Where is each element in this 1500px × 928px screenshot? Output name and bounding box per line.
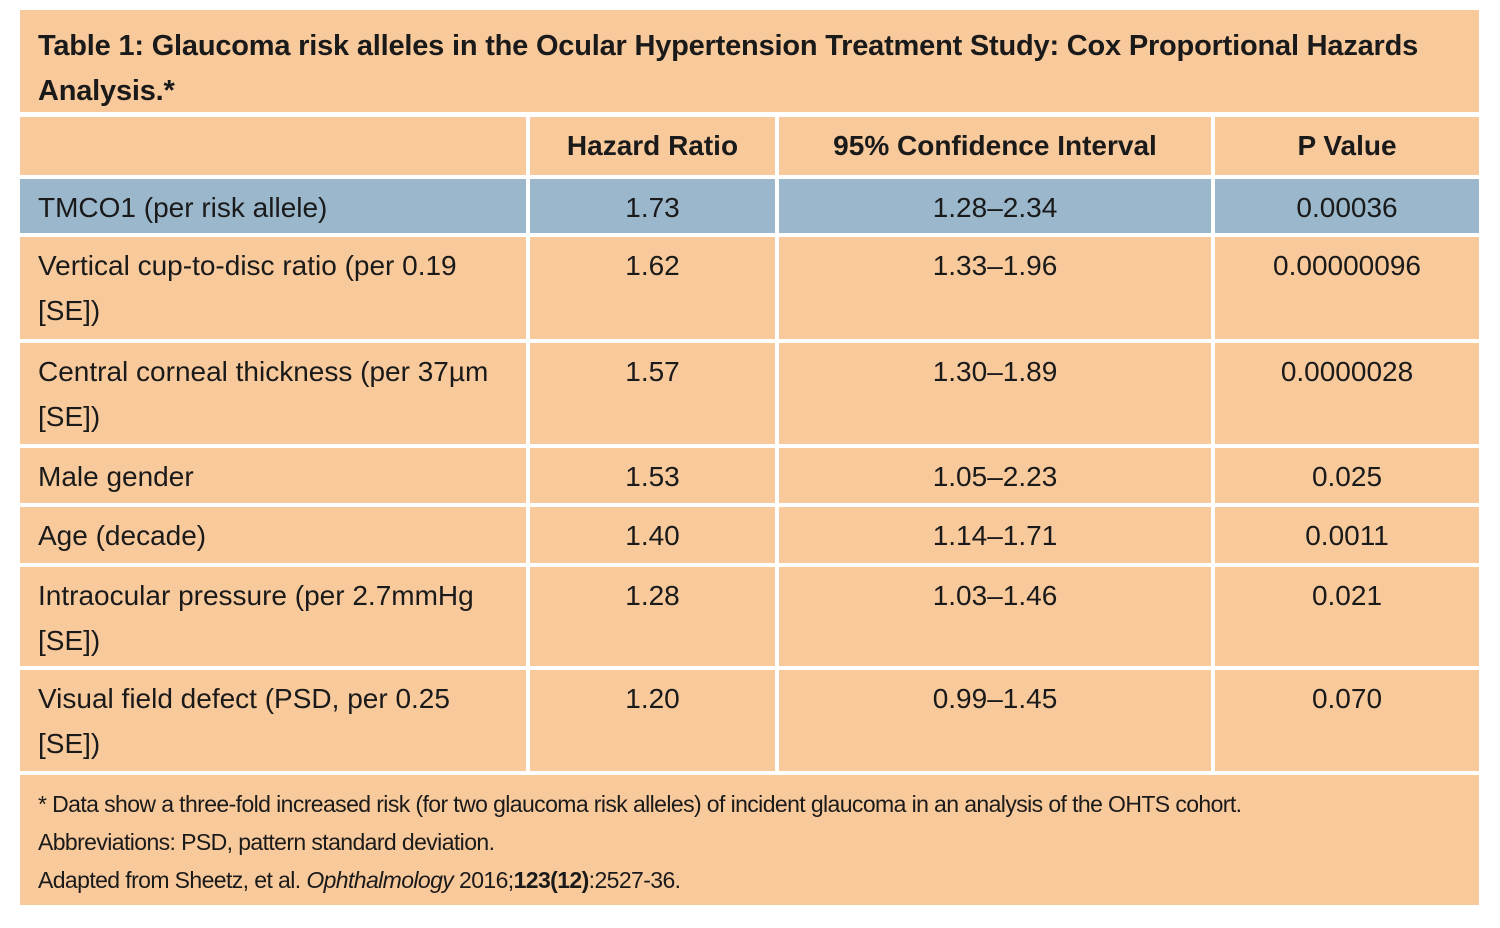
citation-year: 2016;: [453, 867, 514, 893]
citation-pages: :2527-36.: [588, 867, 681, 893]
p-value: 0.0000028: [1215, 343, 1479, 444]
confidence-interval: 1.28–2.34: [779, 179, 1211, 233]
confidence-interval: 1.03–1.46: [779, 567, 1211, 666]
citation-journal: Ophthalmology: [306, 867, 454, 893]
hazard-ratio: 1.28: [530, 567, 775, 666]
row-label: Male gender: [20, 448, 526, 503]
row-label: Visual field defect (PSD, per 0.25 [SE]): [20, 670, 526, 771]
hazard-ratio: 1.53: [530, 448, 775, 503]
header-hazard-ratio: Hazard Ratio: [530, 117, 775, 175]
p-value: 0.021: [1215, 567, 1479, 666]
p-value: 0.0011: [1215, 507, 1479, 563]
data-table: Hazard Ratio 95% Confidence Interval P V…: [20, 117, 1479, 771]
header-label: [20, 117, 526, 175]
footnote-citation: Adapted from Sheetz, et al. Ophthalmolog…: [38, 861, 1461, 899]
table-container: Table 1: Glaucoma risk alleles in the Oc…: [20, 10, 1479, 905]
row-label: Vertical cup-to-disc ratio (per 0.19 [SE…: [20, 237, 526, 339]
row-label: TMCO1 (per risk allele): [20, 179, 526, 233]
table-title: Table 1: Glaucoma risk alleles in the Oc…: [20, 10, 1479, 112]
p-value: 0.00036: [1215, 179, 1479, 233]
footnote-abbreviations: Abbreviations: PSD, pattern standard dev…: [38, 829, 495, 855]
p-value: 0.025: [1215, 448, 1479, 503]
confidence-interval: 1.33–1.96: [779, 237, 1211, 339]
confidence-interval: 1.14–1.71: [779, 507, 1211, 563]
p-value: 0.070: [1215, 670, 1479, 771]
hazard-ratio: 1.73: [530, 179, 775, 233]
footnote: * Data show a three-fold increased risk …: [20, 775, 1479, 905]
row-label: Age (decade): [20, 507, 526, 563]
citation-volume: 123(12): [513, 867, 590, 893]
header-p-value: P Value: [1215, 117, 1479, 175]
confidence-interval: 0.99–1.45: [779, 670, 1211, 771]
hazard-ratio: 1.20: [530, 670, 775, 771]
citation-authors: Adapted from Sheetz, et al.: [38, 867, 307, 893]
row-label: Intraocular pressure (per 2.7mmHg [SE]): [20, 567, 526, 666]
confidence-interval: 1.05–2.23: [779, 448, 1211, 503]
footnote-line: * Data show a three-fold increased risk …: [38, 791, 1242, 817]
hazard-ratio: 1.40: [530, 507, 775, 563]
header-confidence-interval: 95% Confidence Interval: [779, 117, 1211, 175]
hazard-ratio: 1.62: [530, 237, 775, 339]
row-label: Central corneal thickness (per 37µm [SE]…: [20, 343, 526, 444]
p-value: 0.00000096: [1215, 237, 1479, 339]
confidence-interval: 1.30–1.89: [779, 343, 1211, 444]
hazard-ratio: 1.57: [530, 343, 775, 444]
